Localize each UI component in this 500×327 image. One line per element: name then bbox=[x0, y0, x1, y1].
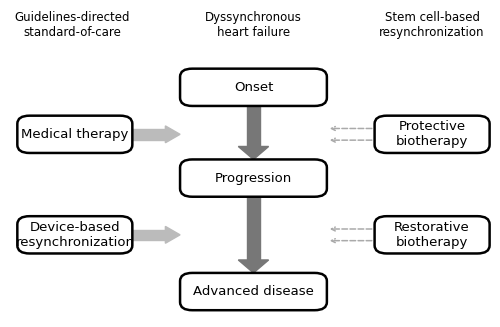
Text: Progression: Progression bbox=[215, 172, 292, 184]
Text: Device-based
resynchronization: Device-based resynchronization bbox=[16, 221, 134, 249]
Polygon shape bbox=[238, 146, 268, 160]
FancyBboxPatch shape bbox=[18, 116, 132, 153]
Polygon shape bbox=[166, 126, 180, 143]
FancyBboxPatch shape bbox=[18, 216, 132, 253]
FancyBboxPatch shape bbox=[180, 273, 327, 310]
Polygon shape bbox=[238, 260, 268, 273]
Polygon shape bbox=[166, 226, 180, 243]
Bar bbox=[132, 230, 166, 240]
Text: Dyssynchronous
heart failure: Dyssynchronous heart failure bbox=[205, 11, 302, 39]
Text: Advanced disease: Advanced disease bbox=[193, 285, 314, 298]
Text: Protective
biotherapy: Protective biotherapy bbox=[396, 120, 468, 148]
FancyBboxPatch shape bbox=[374, 116, 490, 153]
Text: Medical therapy: Medical therapy bbox=[21, 128, 128, 141]
Text: Restorative
biotherapy: Restorative biotherapy bbox=[394, 221, 470, 249]
FancyBboxPatch shape bbox=[374, 216, 490, 253]
FancyBboxPatch shape bbox=[180, 69, 327, 106]
Text: Onset: Onset bbox=[234, 81, 273, 94]
Text: Guidelines-directed
standard-of-care: Guidelines-directed standard-of-care bbox=[14, 11, 130, 39]
Bar bbox=[246, 106, 260, 146]
Bar bbox=[246, 197, 260, 260]
FancyBboxPatch shape bbox=[180, 160, 327, 197]
Text: Stem cell-based
resynchronization: Stem cell-based resynchronization bbox=[380, 11, 485, 39]
Bar bbox=[132, 129, 166, 140]
